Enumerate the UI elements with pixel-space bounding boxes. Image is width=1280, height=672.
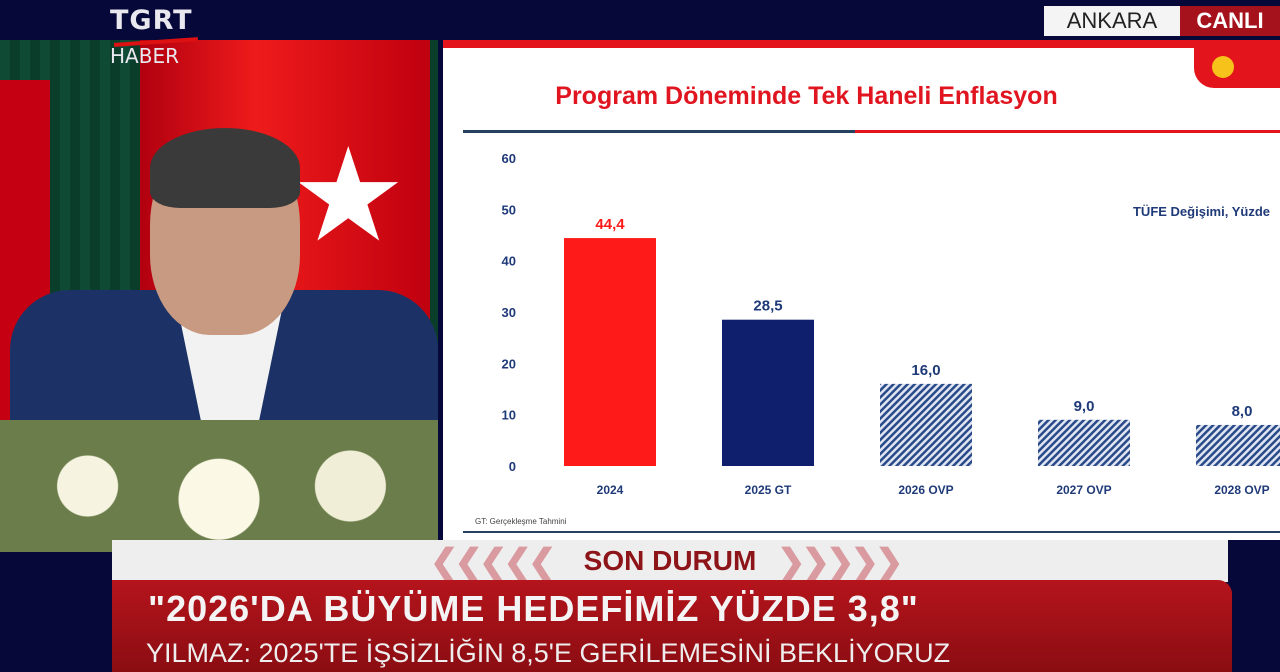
- live-badge: CANLI: [1180, 6, 1280, 36]
- sun-emblem-icon: [1212, 56, 1234, 78]
- y-tick-label: 0: [509, 459, 516, 474]
- x-tick-label: 2024: [597, 483, 624, 497]
- breaking-tag: SON DURUM: [583, 545, 757, 576]
- inflation-bar-chart: 0 10 20 30 40 50 60 44,4 2024 28,5 2025 GT 16,0 202…: [463, 151, 1280, 533]
- x-tick-label: 2027 OVP: [1056, 483, 1111, 497]
- subheadline: YILMAZ: 2025'TE İŞSİZLİĞİN 8,5'E GERİLEM…: [146, 638, 951, 668]
- slide-title: Program Döneminde Tek Haneli Enflasyon: [555, 82, 1058, 110]
- title-rule: [463, 130, 1280, 133]
- y-tick-label: 30: [502, 305, 516, 320]
- headline-bar: "2026'DA BÜYÜME HEDEFİMİZ YÜZDE 3,8" YIL…: [112, 580, 1232, 672]
- data-label: 44,4: [595, 216, 625, 233]
- x-tick-label: 2028 OVP: [1214, 483, 1269, 497]
- logo-bottom: HABER: [110, 44, 179, 68]
- location-badge: ANKARA CANLI: [1044, 6, 1280, 36]
- breaking-tag-bar: ❮❮❮❮❮ SON DURUM ❯❯❯❯❯: [112, 540, 1228, 582]
- footnote: GT: Gerçekleşme Tahmini: [475, 517, 567, 526]
- speaker-video: ★: [0, 40, 438, 552]
- y-tick-label: 50: [502, 202, 516, 217]
- x-tick-label: 2026 OVP: [898, 483, 953, 497]
- flower-arrangement: [0, 420, 438, 552]
- bar-2027-ovp: [1038, 419, 1130, 466]
- data-label: 28,5: [753, 298, 782, 315]
- data-label: 8,0: [1232, 403, 1253, 420]
- presentation-slide: Program Döneminde Tek Haneli Enflasyon 0…: [443, 40, 1280, 540]
- y-tick-label: 10: [502, 408, 516, 423]
- flag-star: ★: [290, 122, 407, 268]
- bar-2028-ovp: [1196, 424, 1280, 466]
- bar-2026-ovp: [880, 383, 972, 466]
- bar-2024: [564, 238, 656, 466]
- chevron-left-icon: ❮❮❮❮❮: [430, 543, 556, 581]
- speaker-hair: [150, 128, 300, 208]
- x-tick-label: 2025 GT: [745, 483, 792, 497]
- data-label: 16,0: [911, 362, 940, 379]
- y-tick-label: 20: [502, 356, 516, 371]
- presidency-emblem: [1194, 48, 1280, 88]
- location-label: ANKARA: [1044, 6, 1180, 36]
- chevron-right-icon: ❯❯❯❯❯: [777, 543, 903, 581]
- data-label: 9,0: [1074, 398, 1095, 415]
- channel-logo: TGRT HABER: [110, 5, 199, 68]
- logo-top: TGRT: [110, 5, 193, 36]
- y-axis-label: TÜFE Değişimi, Yüzde: [1133, 204, 1270, 219]
- headline: "2026'DA BÜYÜME HEDEFİMİZ YÜZDE 3,8": [148, 588, 919, 629]
- bar-2025-gt: [722, 319, 814, 466]
- y-tick-label: 40: [502, 254, 516, 269]
- y-tick-label: 60: [502, 151, 516, 166]
